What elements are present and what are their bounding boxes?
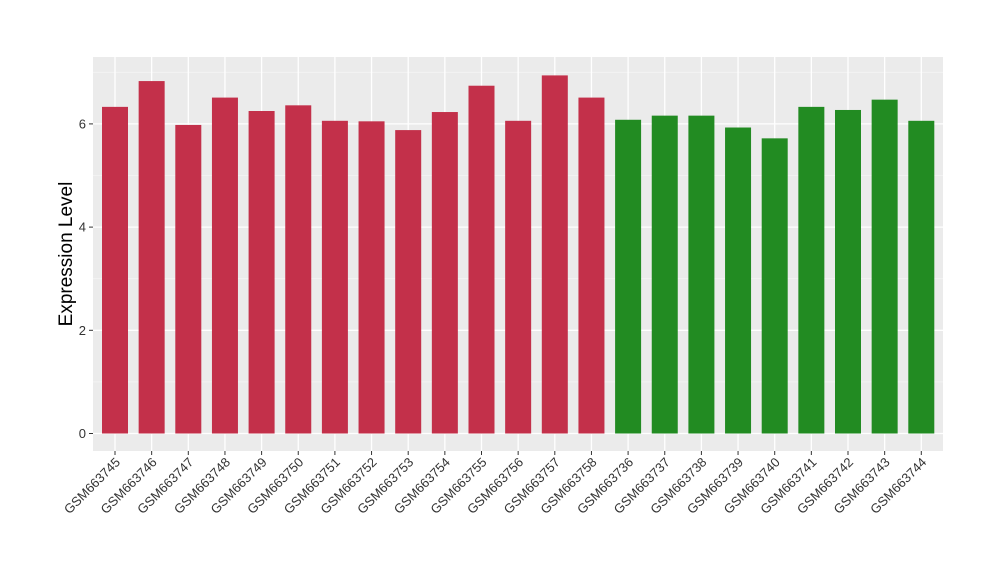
bar-GSM663751 — [321, 120, 348, 434]
bar-GSM663758 — [578, 97, 605, 434]
bars — [102, 75, 935, 434]
bar-GSM663744 — [908, 120, 935, 434]
bar-GSM663753 — [395, 130, 422, 434]
bar-GSM663739 — [725, 127, 752, 434]
bar-GSM663752 — [358, 121, 385, 434]
bar-GSM663747 — [175, 124, 202, 434]
bar-GSM663749 — [248, 111, 275, 434]
y-axis: 0 2 4 6 — [79, 116, 93, 441]
bar-GSM663740 — [761, 138, 788, 434]
bar-GSM663741 — [798, 106, 825, 434]
bar-GSM663746 — [138, 81, 165, 434]
bar-GSM663742 — [835, 109, 861, 434]
bar-GSM663750 — [285, 105, 312, 434]
y-axis-label: Expression Level — [56, 182, 77, 327]
bar-GSM663736 — [615, 119, 642, 434]
bar-GSM663757 — [541, 75, 568, 434]
y-tick-label: 4 — [79, 220, 86, 235]
bar-GSM663737 — [651, 115, 678, 434]
bar-GSM663748 — [211, 97, 238, 434]
y-tick-label: 0 — [79, 426, 86, 441]
y-tick-label: 6 — [79, 116, 86, 131]
x-axis: GSM663745GSM663746GSM663747GSM663748GSM6… — [61, 451, 929, 517]
bar-GSM663743 — [871, 99, 898, 434]
bar-GSM663754 — [431, 112, 458, 434]
bar-GSM663755 — [468, 85, 495, 434]
bar-GSM663756 — [505, 120, 532, 434]
bar-GSM663745 — [102, 106, 128, 434]
y-tick-label: 2 — [79, 323, 86, 338]
bar-GSM663738 — [688, 115, 715, 434]
